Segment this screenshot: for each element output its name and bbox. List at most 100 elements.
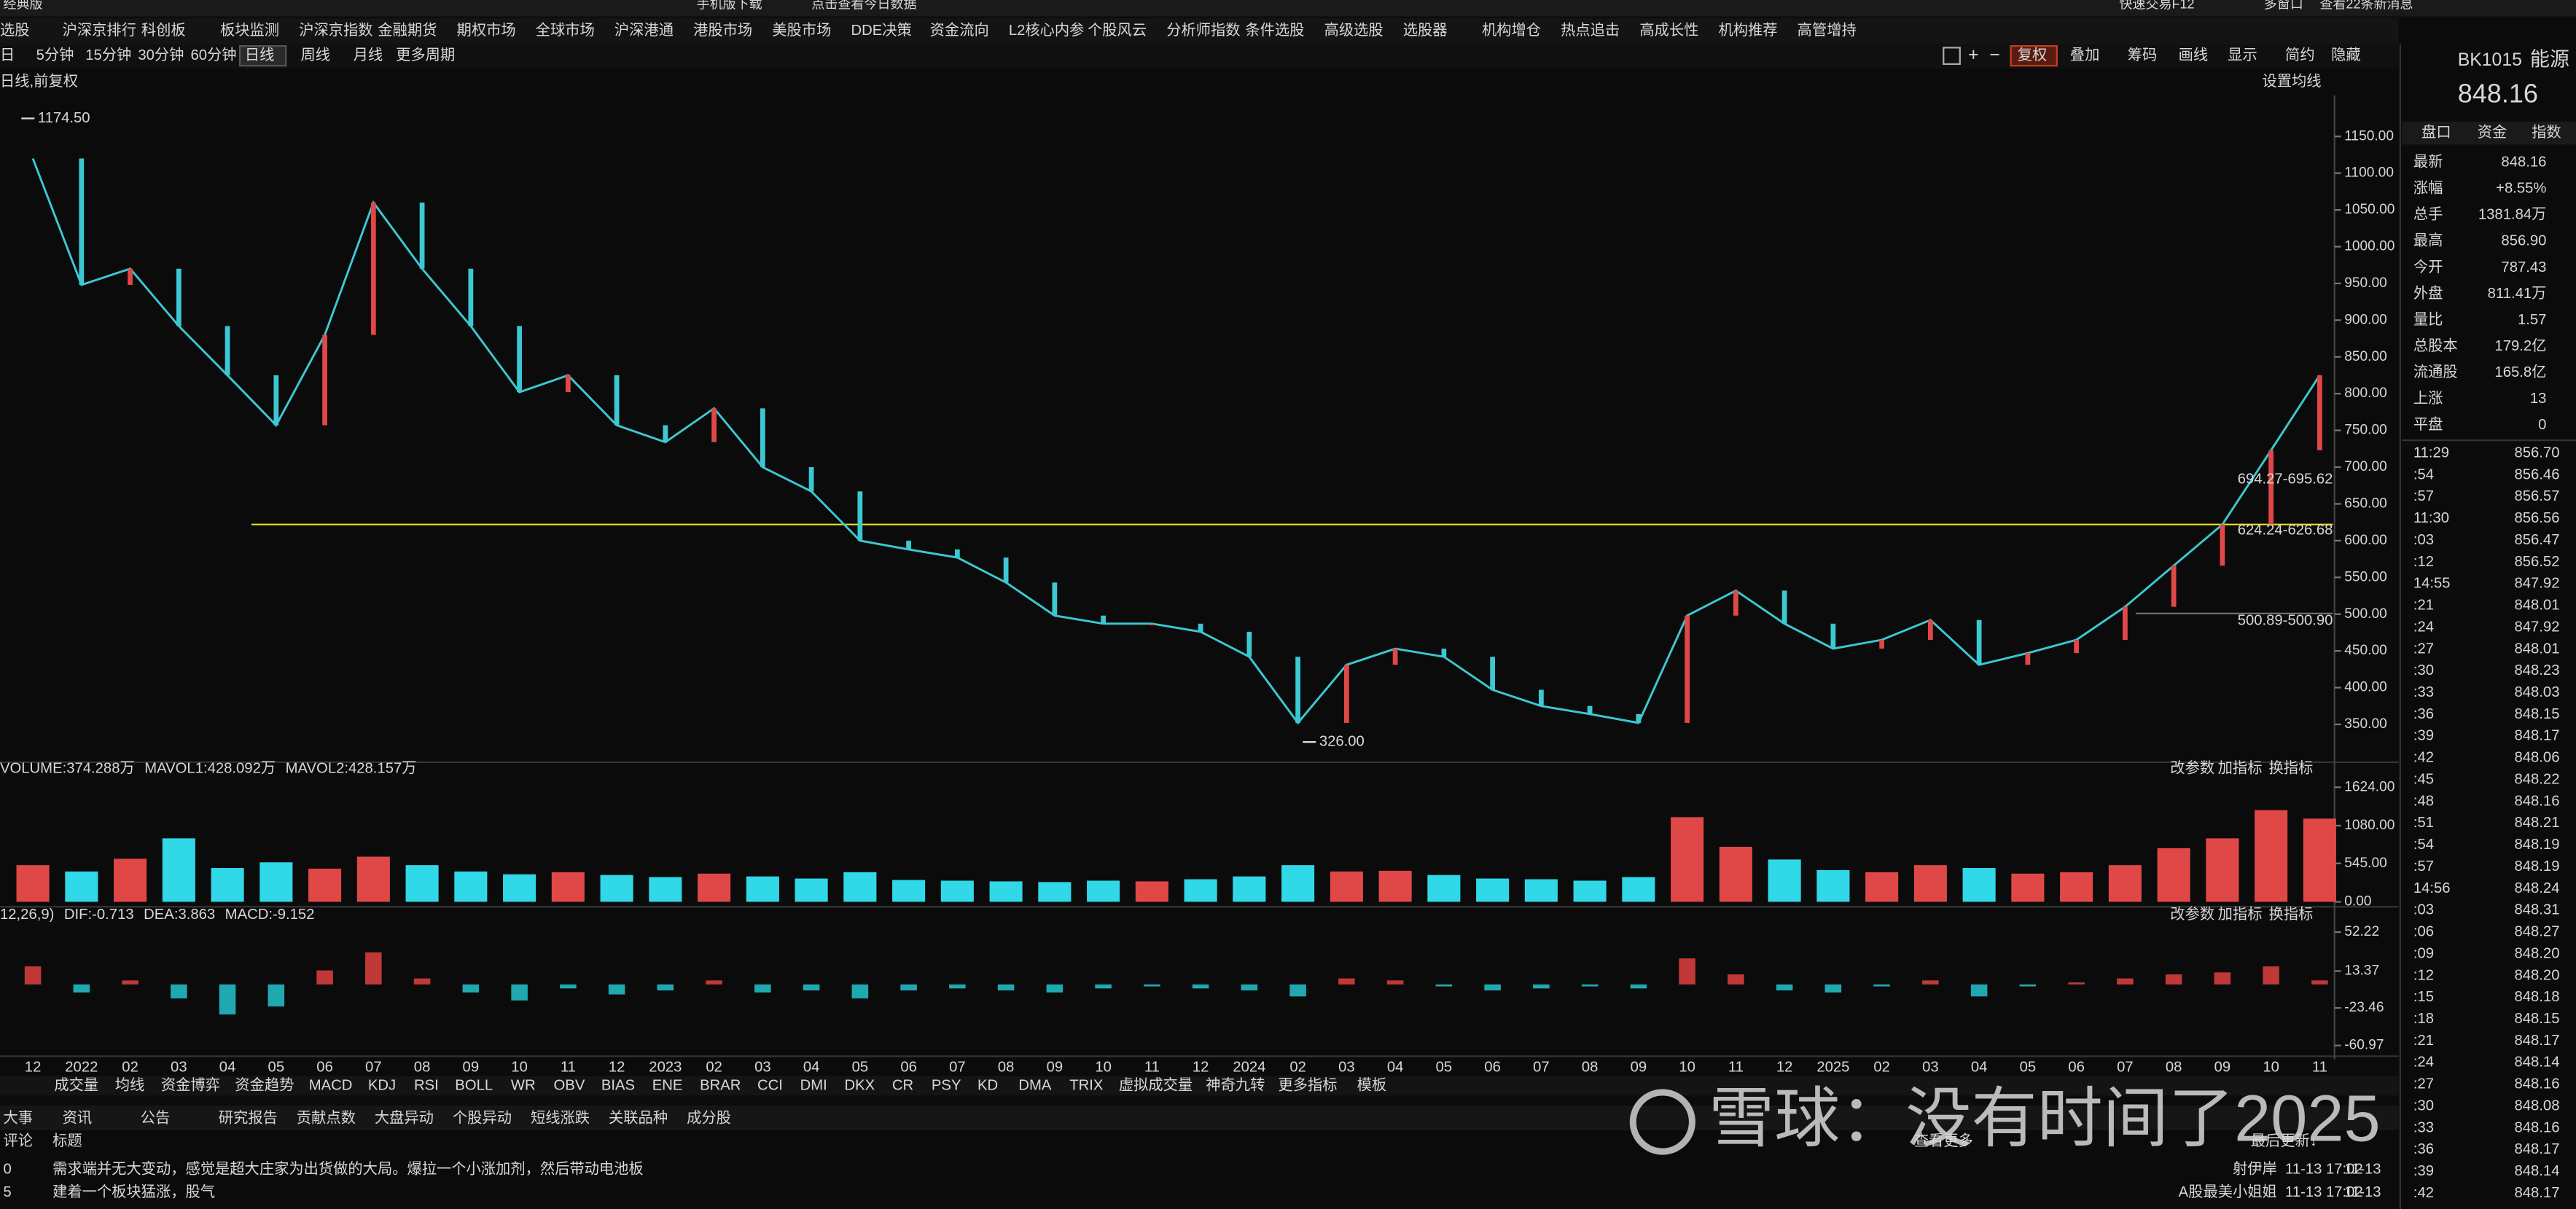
tool-button[interactable]: 简约 (2285, 47, 2315, 63)
menu-item[interactable]: 沪深京指数 (299, 22, 372, 39)
indicator-tab[interactable]: 神奇九转 (1206, 1076, 1265, 1093)
indicator-tab[interactable]: KD (977, 1077, 998, 1093)
period-tab[interactable]: 更多周期 (396, 47, 455, 63)
indicator-tab[interactable]: 更多指标 (1278, 1076, 1337, 1093)
chart-setting[interactable]: 设置均线 (2263, 73, 2322, 90)
period-tab[interactable]: 周线 (300, 47, 330, 63)
icon[interactable] (1943, 47, 1961, 66)
tool-button[interactable]: 筹码 (2128, 47, 2158, 63)
period-tab[interactable]: 日 (0, 47, 15, 63)
indicator-tab[interactable]: RSI (414, 1077, 439, 1093)
quote-tab[interactable]: 盘口 (2421, 124, 2451, 141)
menu-item[interactable]: 机构推荐 (1719, 22, 1778, 39)
tool-button[interactable]: 画线 (2179, 47, 2209, 63)
news-tab[interactable]: 成分股 (687, 1109, 731, 1126)
menu-item[interactable]: L2核心内参 (1009, 22, 1085, 39)
period-tab[interactable]: 60分钟 (190, 47, 236, 63)
indicator-tab[interactable]: BIAS (601, 1077, 635, 1093)
top-link[interactable]: 多窗口 (2264, 0, 2303, 12)
news-title[interactable]: 需求端并无大变动，感觉是超大庄家为出货做的大局。爆拉一个小涨加剂，然后带动电池板 (52, 1160, 644, 1177)
menu-item[interactable]: 科创板 (141, 22, 186, 39)
news-tab[interactable]: 大盘异动 (375, 1109, 434, 1126)
menu-item[interactable]: 港股市场 (693, 22, 752, 39)
tool-button[interactable]: 复权 (2018, 47, 2048, 63)
zoom-in[interactable]: + (1968, 45, 1978, 65)
menu-item[interactable]: 板块监测 (220, 22, 279, 39)
menu-item[interactable]: 高成长性 (1639, 22, 1698, 39)
news-tab[interactable]: 个股异动 (453, 1109, 512, 1126)
indicator-tab[interactable]: 资金博弈 (161, 1076, 220, 1093)
menu-item[interactable]: 沪深港通 (614, 22, 674, 39)
top-link[interactable]: 经典版 (4, 0, 43, 12)
menu-item[interactable]: 条件选股 (1245, 22, 1304, 39)
indicator-tab[interactable]: KDJ (368, 1077, 396, 1093)
indicator-tab[interactable]: DMI (800, 1077, 827, 1093)
indicator-tab[interactable]: CR (892, 1077, 913, 1093)
panel-button[interactable]: 改参数 (2170, 759, 2214, 776)
indicator-tab[interactable]: TRIX (1069, 1077, 1104, 1093)
indicator-tab[interactable]: DMA (1018, 1077, 1052, 1093)
menu-item[interactable]: 选股 (0, 22, 30, 39)
indicator-tab[interactable]: 资金趋势 (235, 1076, 294, 1093)
panel-button[interactable]: 加指标 (2218, 759, 2263, 776)
menu-item[interactable]: 分析师指数 (1166, 22, 1240, 39)
news-tab[interactable]: 公告 (141, 1109, 171, 1126)
period-bar (0, 44, 2399, 69)
news-tab[interactable]: 短线涨跌 (531, 1109, 590, 1126)
period-tab[interactable]: 日线 (245, 47, 275, 63)
tool-button[interactable]: 叠加 (2070, 47, 2100, 63)
indicator-tab[interactable]: MACD (309, 1077, 353, 1093)
menu-item[interactable]: 个股风云 (1088, 22, 1147, 39)
period-tab[interactable]: 月线 (354, 47, 383, 63)
menu-item[interactable]: 沪深京排行 (63, 22, 136, 39)
menu-item[interactable]: 高管增持 (1798, 22, 1857, 39)
indicator-tab[interactable]: 均线 (115, 1076, 145, 1093)
x-tick-label: 07 (365, 1060, 382, 1076)
news-tab[interactable]: 研究报告 (219, 1109, 278, 1126)
menu-item[interactable]: 期权市场 (457, 22, 516, 39)
news-title[interactable]: 建着一个板块猛涨，股气 (52, 1183, 215, 1200)
news-tab[interactable]: 大事 (4, 1109, 34, 1126)
menu-item[interactable]: 全球市场 (536, 22, 595, 39)
indicator-tab[interactable]: BRAR (700, 1077, 741, 1093)
news-tab[interactable]: 贡献点数 (297, 1109, 356, 1126)
indicator-tab[interactable]: WR (511, 1077, 536, 1093)
panel-button[interactable]: 改参数 (2170, 906, 2214, 923)
top-link[interactable]: 点击查看今日数据 (811, 0, 916, 12)
indicator-tab[interactable]: 虚拟成交量 (1119, 1076, 1193, 1093)
indicator-tab[interactable]: ENE (652, 1077, 683, 1093)
indicator-tab[interactable]: CCI (757, 1077, 783, 1093)
top-link[interactable]: 手机版下载 (697, 0, 762, 12)
indicator-tab[interactable]: BOLL (455, 1077, 493, 1093)
menu-item[interactable]: 资金流向 (930, 22, 989, 39)
menu-item[interactable]: 金融期货 (378, 22, 437, 39)
quote-tab[interactable]: 资金 (2478, 124, 2507, 141)
top-link[interactable]: 快速交易F12 (2119, 0, 2194, 12)
menu-item[interactable]: 选股器 (1403, 22, 1448, 39)
menu-item[interactable]: DDE决策 (851, 22, 911, 39)
period-tab[interactable]: 15分钟 (85, 47, 131, 63)
period-tab[interactable]: 30分钟 (138, 47, 184, 63)
panel-button[interactable]: 换指标 (2269, 759, 2314, 776)
panel-button[interactable]: 加指标 (2218, 906, 2263, 923)
news-tab[interactable]: 资讯 (63, 1109, 93, 1126)
top-link[interactable]: 查看22条新消息 (2319, 0, 2413, 12)
tool-button[interactable]: 显示 (2228, 47, 2257, 63)
menu-item[interactable]: 美股市场 (772, 22, 831, 39)
indicator-tab[interactable]: 模板 (1357, 1076, 1387, 1093)
tool-button[interactable]: 隐藏 (2331, 47, 2361, 63)
zoom-out[interactable]: − (1989, 45, 1999, 65)
menu-item[interactable]: 高级选股 (1324, 22, 1383, 39)
news-tab[interactable]: 关联品种 (609, 1109, 668, 1126)
indicator-tab[interactable]: OBV (554, 1077, 585, 1093)
menu-item[interactable]: 热点追击 (1561, 22, 1620, 39)
news-more[interactable]: 查看更多 (1914, 1132, 1973, 1149)
panel-button[interactable]: 换指标 (2269, 906, 2314, 923)
period-tab[interactable]: 5分钟 (36, 47, 74, 63)
indicator-tab[interactable]: PSY (932, 1077, 961, 1093)
indicator-tab[interactable]: 成交量 (54, 1076, 98, 1093)
quote-tab[interactable]: 指数 (2532, 124, 2561, 141)
news-sort[interactable]: 最后更新↓ (2251, 1132, 2317, 1149)
indicator-tab[interactable]: DKX (844, 1077, 875, 1093)
menu-item[interactable]: 机构增仓 (1482, 22, 1541, 39)
